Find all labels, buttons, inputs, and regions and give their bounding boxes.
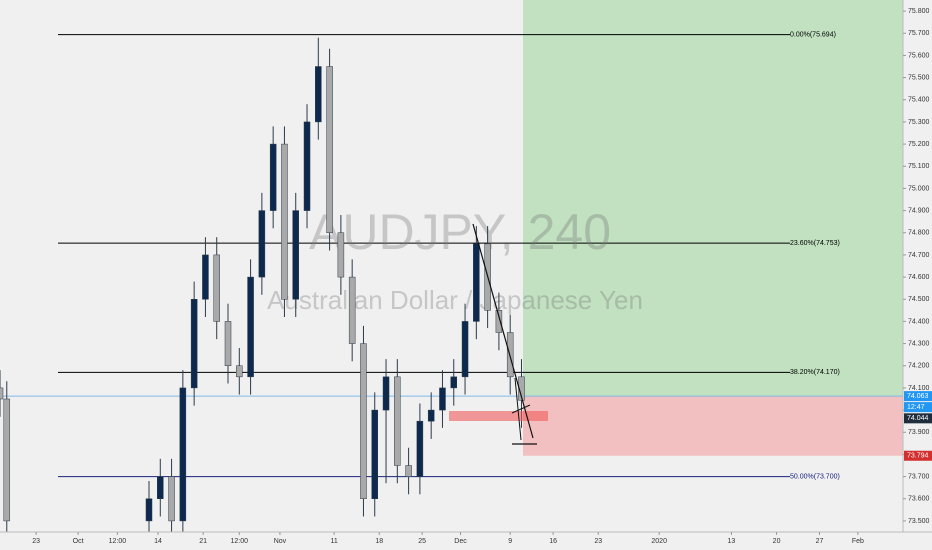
stop-zone (523, 396, 903, 456)
last-price-tag-bg (904, 413, 932, 424)
watermark-symbol: AUDJPY, 240 (309, 204, 611, 260)
y-tick-label: 74.400 (908, 318, 930, 325)
y-tick-label: 75.000 (908, 185, 930, 192)
x-tick-label: 11 (330, 538, 337, 545)
y-tick-label: 74.200 (908, 363, 930, 370)
y-tick-label: 73.600 (908, 496, 930, 503)
candle-body (518, 376, 525, 401)
candle-body (157, 476, 164, 500)
x-tick-label: 12:00 (109, 538, 127, 545)
x-tick-label: Nov (274, 538, 287, 545)
x-tick-label: 27 (816, 538, 824, 545)
y-tick-label: 73.900 (908, 429, 930, 436)
y-tick-label: 75.700 (908, 30, 930, 37)
candle-body (179, 387, 187, 522)
y-tick-label: 75.800 (908, 8, 930, 15)
last-price-tag: 74.044 (907, 415, 929, 422)
candle-body (258, 210, 266, 278)
fib-label: 38.20%(74.170) (790, 369, 840, 376)
candle-body (382, 376, 390, 411)
fib-label: 0.00%(75.694) (790, 31, 836, 38)
candle-body (416, 420, 424, 477)
candle-body (495, 310, 503, 333)
x-tick-label: Oct (73, 538, 84, 545)
candle-body (439, 387, 446, 411)
y-tick-label: 74.500 (908, 296, 930, 303)
candle-body (473, 243, 480, 322)
candle-body (326, 66, 333, 233)
candle-body (427, 409, 435, 422)
trend-line (514, 377, 522, 441)
x-tick-label: 18 (375, 538, 383, 545)
candle-body (348, 276, 356, 344)
x-tick-label: 23 (594, 538, 602, 545)
marker-line (511, 404, 531, 414)
stop-price-tag: 73.794 (907, 453, 929, 460)
candle-body (168, 476, 175, 522)
candle-body (303, 121, 311, 211)
candle-body (394, 376, 401, 466)
x-tick-label: 12:00 (231, 538, 249, 545)
trend-line (472, 223, 534, 439)
y-tick-label: 75.500 (908, 74, 930, 81)
y-tick-label: 74.300 (908, 340, 930, 347)
highlight-band (449, 411, 548, 421)
countdown-tag: 12:47 (907, 404, 925, 411)
candle-body (360, 343, 367, 500)
x-tick-label: 16 (549, 538, 557, 545)
x-tick-label: 13 (728, 538, 736, 545)
x-tick-label: 14 (154, 538, 162, 545)
candle-body (281, 143, 288, 300)
candle-body (236, 365, 243, 378)
candle-body (0, 387, 4, 400)
x-tick-label: 20 (773, 538, 781, 545)
candle-body (3, 398, 11, 522)
candle-body (190, 299, 198, 389)
countdown-tag-bg (904, 402, 932, 413)
candle-body (224, 321, 232, 366)
y-tick-label: 75.400 (908, 97, 930, 104)
candle-body (292, 210, 299, 300)
stop-price-tag-bg (904, 450, 932, 461)
entry-price-tag: 74.063 (907, 393, 929, 400)
x-tick-label: 21 (199, 538, 207, 545)
candle-body (247, 276, 254, 378)
x-tick-label: 9 (508, 538, 512, 545)
y-tick-label: 74.600 (908, 274, 930, 281)
candle-body (202, 254, 209, 300)
x-tick-label: 23 (32, 538, 40, 545)
x-tick-label: 25 (418, 538, 426, 545)
x-tick-label: Dec (454, 538, 467, 545)
candle-body (315, 66, 322, 123)
candle-body (213, 254, 220, 322)
candle-body (450, 376, 458, 389)
y-tick-label: 75.200 (908, 141, 930, 148)
entry-price-tag-bg (904, 391, 932, 402)
y-tick-label: 73.700 (908, 473, 930, 480)
y-tick-label: 74.700 (908, 252, 930, 259)
y-tick-label: 75.100 (908, 163, 930, 170)
y-tick-label: 74.800 (908, 230, 930, 237)
fib-label: 50.00%(73.700) (790, 473, 840, 480)
target-zone (523, 0, 903, 397)
y-tick-label: 73.500 (908, 518, 930, 525)
candle-body (461, 321, 469, 378)
candle-body (269, 143, 277, 211)
y-tick-label: 75.600 (908, 52, 930, 59)
y-tick-label: 75.300 (908, 119, 930, 126)
candle-body (371, 409, 378, 500)
candle-body (337, 232, 345, 278)
y-tick-label: 74.900 (908, 207, 930, 214)
candle-body (145, 498, 153, 522)
x-tick-label: Feb (852, 538, 864, 545)
y-tick-label: 74.100 (908, 385, 930, 392)
fib-label: 23.60%(74.753) (790, 240, 840, 247)
watermark-description: Australian Dollar / Japanese Yen (267, 285, 643, 315)
candle-body (405, 465, 412, 477)
x-tick-label: 2020 (651, 538, 667, 545)
